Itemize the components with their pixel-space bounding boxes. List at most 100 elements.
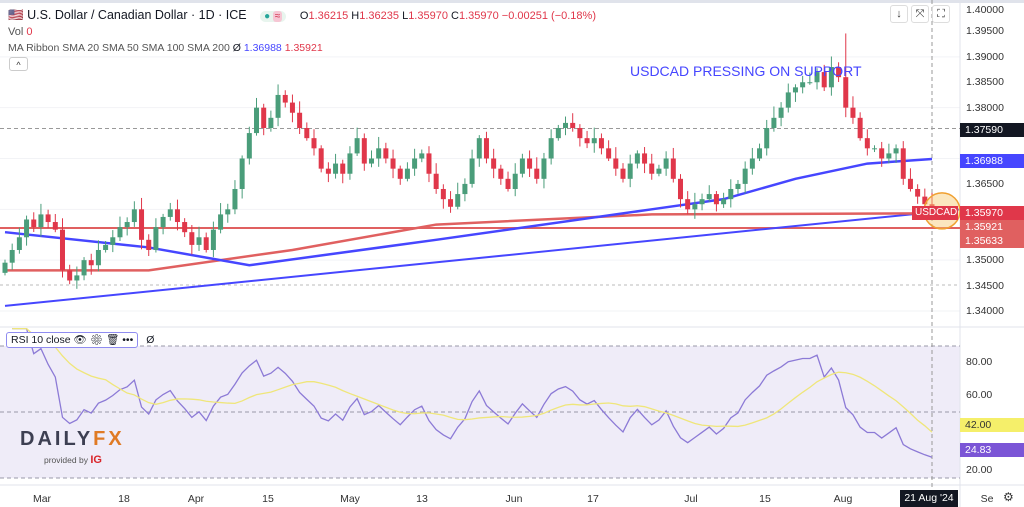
candle-body bbox=[476, 138, 482, 159]
candle-body bbox=[455, 194, 461, 207]
time-axis-label: 18 bbox=[118, 493, 130, 505]
candle-body bbox=[512, 173, 518, 189]
market-status-badge[interactable]: ● ≈ bbox=[260, 11, 287, 22]
sma-200-line bbox=[5, 212, 933, 272]
candle-body bbox=[548, 138, 554, 159]
time-axis-label: Jul bbox=[684, 493, 698, 505]
candle-body bbox=[462, 183, 468, 195]
rsi-axis-80: 80.00 bbox=[966, 356, 993, 368]
price-axis-label: 1.36500 bbox=[966, 177, 1004, 190]
fullscreen-button[interactable]: ⛶ bbox=[932, 5, 950, 23]
rsi-axis-60: 60.00 bbox=[966, 389, 993, 401]
candle-body bbox=[527, 158, 533, 169]
symbol-legend: 🇺🇸 U.S. Dollar / Canadian Dollar · 1D · … bbox=[8, 8, 596, 23]
candle-body bbox=[642, 153, 648, 164]
price-axis-label: 1.34000 bbox=[966, 304, 1004, 317]
candle-body bbox=[886, 153, 892, 159]
candle-body bbox=[110, 237, 116, 245]
chart-annotation[interactable]: USDCAD PRESSING ON SUPPORT bbox=[630, 63, 862, 79]
price-axis-label: 1.39500 bbox=[966, 25, 1004, 38]
rsi-legend-row: RSI 10 close 👁 ⚙ 🗑 ••• Ø bbox=[6, 332, 154, 348]
time-axis-label: 15 bbox=[262, 493, 274, 505]
price-axis-label: 1.38000 bbox=[966, 101, 1004, 114]
candle-body bbox=[771, 117, 777, 128]
candle-body bbox=[613, 158, 619, 169]
candle-body bbox=[24, 219, 30, 238]
ma-legend[interactable]: MA Ribbon SMA 20 SMA 50 SMA 100 SMA 200 … bbox=[8, 42, 323, 54]
time-axis-label: Se bbox=[980, 493, 994, 505]
rsi-legend[interactable]: RSI 10 close 👁 ⚙ 🗑 ••• bbox=[6, 332, 139, 348]
candle-body bbox=[311, 138, 317, 149]
collapse-legend-button[interactable]: ^ bbox=[9, 57, 28, 71]
last-price-tag: 1.35970 bbox=[960, 206, 1024, 220]
vol-value: 0 bbox=[26, 26, 33, 38]
candle-body bbox=[426, 153, 432, 174]
shrink-button[interactable]: ⤧ bbox=[911, 5, 929, 23]
candle-body bbox=[282, 94, 288, 103]
candle-body bbox=[160, 216, 166, 228]
ma-symbol: Ø bbox=[232, 42, 241, 54]
candle-body bbox=[541, 158, 547, 179]
high-value: 1.36235 bbox=[359, 10, 399, 22]
time-axis-label: Jun bbox=[505, 493, 523, 505]
candle-body bbox=[764, 127, 770, 149]
candle-body bbox=[857, 117, 863, 139]
rsi-ma-line bbox=[12, 328, 933, 433]
candle-body bbox=[232, 188, 238, 210]
candle-body bbox=[778, 107, 784, 118]
candle-body bbox=[433, 173, 439, 189]
candle-body bbox=[325, 168, 331, 174]
candle-body bbox=[440, 188, 446, 200]
candle-body bbox=[139, 209, 145, 240]
candle-body bbox=[275, 94, 281, 118]
candle-body bbox=[9, 249, 15, 263]
trash-icon[interactable]: 🗑 bbox=[105, 334, 120, 346]
dailyfx-logo: DAILYFX bbox=[20, 428, 125, 450]
logo-text: DAILY bbox=[20, 428, 94, 450]
candle-body bbox=[239, 158, 245, 189]
candle-body bbox=[268, 117, 274, 128]
sma-blue-tag: 1.36988 bbox=[960, 154, 1024, 168]
candle-body bbox=[749, 158, 755, 169]
candle-body bbox=[584, 138, 590, 144]
candle-body bbox=[333, 163, 339, 174]
symbol-title[interactable]: U.S. Dollar / Canadian Dollar · 1D · ICE bbox=[27, 8, 247, 22]
candle-body bbox=[182, 222, 188, 233]
price-axis-label: 1.39000 bbox=[966, 50, 1004, 63]
candle-body bbox=[519, 158, 525, 174]
candle-body bbox=[627, 163, 633, 179]
candle-body bbox=[218, 214, 224, 230]
candle-body bbox=[620, 168, 626, 179]
status-dot-icon: ● bbox=[264, 11, 271, 22]
time-axis-label: 15 bbox=[759, 493, 771, 505]
more-icon[interactable]: ••• bbox=[122, 334, 134, 346]
candle-body bbox=[117, 227, 123, 238]
candle-body bbox=[45, 214, 51, 223]
candle-body bbox=[203, 237, 209, 250]
candle-body bbox=[347, 153, 353, 174]
candle-body bbox=[900, 148, 906, 179]
candle-body bbox=[376, 148, 382, 159]
cursor-date-tag: 21 Aug '24 bbox=[900, 490, 958, 507]
settings-gear-icon[interactable]: ⚙ bbox=[1003, 490, 1014, 504]
settings-icon[interactable]: ⚙ bbox=[89, 334, 104, 346]
time-axis-label: May bbox=[340, 493, 360, 505]
top-border bbox=[0, 0, 1024, 3]
close-value: 1.35970 bbox=[458, 10, 499, 22]
candle-body bbox=[318, 148, 324, 169]
candle-body bbox=[555, 127, 561, 139]
eye-icon[interactable]: 👁 bbox=[73, 334, 87, 346]
candle-body bbox=[361, 138, 367, 164]
high-label: H bbox=[351, 10, 360, 22]
candle-body bbox=[354, 138, 360, 154]
candle-body bbox=[879, 148, 885, 159]
rsi-value-tag: 24.83 bbox=[960, 443, 1024, 457]
sma-red-tag: 1.35921 bbox=[960, 220, 1024, 234]
rsi-line bbox=[12, 328, 933, 458]
candle-body bbox=[448, 199, 454, 207]
candle-body bbox=[907, 178, 913, 189]
time-axis-label: Apr bbox=[187, 493, 205, 505]
candle-body bbox=[31, 219, 37, 228]
scroll-down-button[interactable]: ↓ bbox=[890, 5, 908, 23]
